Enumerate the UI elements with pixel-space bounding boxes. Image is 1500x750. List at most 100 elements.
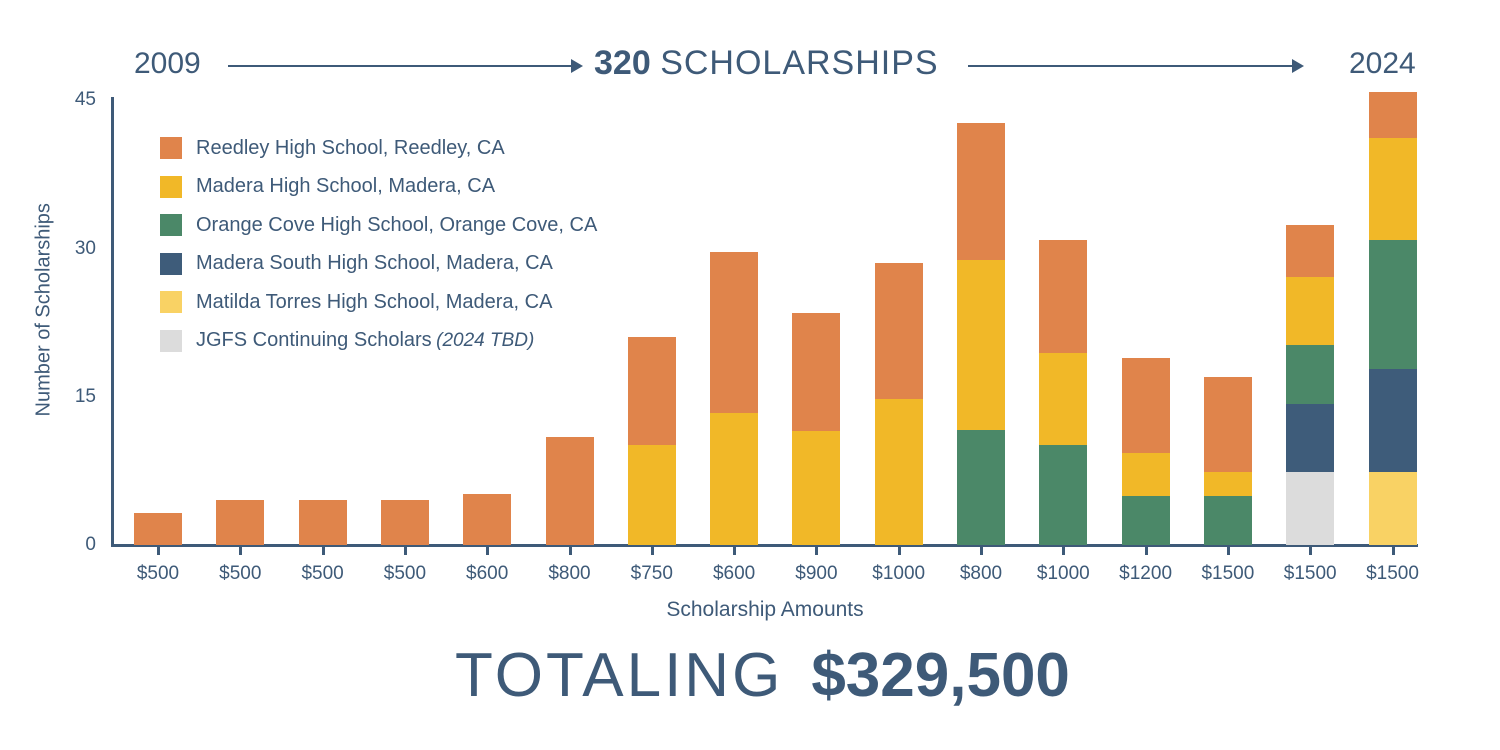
x-tick-label: $800: [548, 563, 591, 584]
stacked-bar: [216, 499, 265, 545]
bar-segment: [1039, 240, 1088, 354]
bar-segment: [627, 337, 676, 446]
x-tick: [733, 547, 737, 555]
x-tick: [1226, 547, 1230, 555]
y-tick-15: 15: [74, 386, 96, 407]
x-tick-label: $800: [959, 563, 1003, 584]
x-tick-label: $1500: [1201, 563, 1255, 584]
y-tick-0: 0: [85, 534, 96, 555]
stacked-bar: [710, 252, 759, 545]
y-axis-title: Number of Scholarships: [32, 203, 55, 417]
bar-segment: [1203, 376, 1252, 472]
x-tick: [1309, 547, 1313, 555]
legend-swatch: [160, 291, 182, 314]
x-tick: [239, 547, 243, 555]
stacked-bar: [545, 437, 594, 545]
stacked-bar: [1368, 92, 1417, 545]
legend-item-matilda-torres: Matilda Torres High School, Madera, CA: [160, 283, 597, 322]
stacked-bar: [1039, 240, 1088, 545]
bar-segment: [1286, 345, 1335, 404]
bar-segment: [627, 445, 676, 545]
x-tick-label: $1500: [1366, 563, 1419, 584]
bar-segment: [1286, 403, 1335, 472]
y-tick-30: 30: [74, 238, 96, 259]
bar-segment: [792, 312, 841, 432]
x-tick-label: $500: [383, 563, 427, 584]
bar-segment: [1368, 240, 1417, 369]
bar-segment: [874, 263, 923, 399]
stacked-bar: [1203, 376, 1252, 545]
legend-swatch: [160, 329, 182, 352]
scholarship-count-label: SCHOLARSHIPS: [660, 44, 939, 82]
legend-item-reedley: Reedley High School, Reedley, CA: [160, 129, 597, 168]
bar-segment: [957, 260, 1005, 431]
x-tick-label: $500: [136, 563, 180, 584]
x-tick: [157, 547, 160, 555]
scholarship-count-headline: 320 SCHOLARSHIPS: [594, 44, 939, 83]
x-tick-label: $1200: [1119, 563, 1173, 584]
legend-swatch: [160, 137, 182, 160]
bar-segment: [380, 499, 429, 545]
legend-note: (2024 TBD): [436, 329, 535, 351]
legend-swatch: [160, 214, 182, 237]
x-tick-label: $500: [219, 563, 262, 584]
scholarship-count: 320: [594, 44, 651, 82]
bar-segment: [1368, 368, 1417, 472]
total-amount: $329,500: [811, 641, 1070, 710]
bar-segment: [1286, 471, 1335, 545]
bar-segment: [1286, 224, 1335, 278]
bar-segment: [1368, 92, 1417, 138]
x-tick-label: $900: [795, 563, 838, 584]
bar-segment: [545, 437, 594, 545]
bar-segment: [957, 122, 1005, 261]
bar-segment: [463, 493, 512, 545]
timeline-arrow-left: [228, 65, 573, 67]
legend-item-madera-south: Madera South High School, Madera, CA: [160, 245, 597, 284]
arrowhead-icon: [571, 59, 583, 73]
stacked-bar: [463, 493, 512, 545]
stacked-bar: [792, 312, 841, 545]
bar-segment: [1121, 358, 1170, 454]
x-tick-label: $1000: [872, 563, 926, 584]
y-tick-45: 45: [74, 89, 96, 110]
x-tick: [568, 547, 572, 555]
bar-segment: [298, 499, 347, 545]
stacked-bar: [957, 122, 1005, 545]
bar-segment: [710, 412, 759, 545]
x-tick: [486, 547, 490, 555]
x-tick: [815, 547, 819, 555]
end-year-label: 2024: [1349, 47, 1416, 80]
x-tick: [897, 547, 901, 555]
x-tick: [321, 547, 325, 555]
x-tick: [980, 547, 983, 555]
stacked-bar: [298, 499, 347, 545]
x-tick-label: $600: [466, 563, 509, 584]
bar-segment: [1368, 137, 1417, 241]
x-tick: [1144, 547, 1148, 555]
timeline-arrow-right: [968, 65, 1295, 67]
x-tick-label: $1000: [1036, 563, 1090, 584]
arrowhead-icon: [1292, 59, 1304, 73]
x-tick: [403, 547, 407, 555]
x-axis-title: Scholarship Amounts: [666, 598, 864, 621]
legend-swatch: [160, 175, 182, 198]
bar-segment: [1286, 277, 1335, 346]
stacked-bar: [134, 513, 182, 545]
stacked-bar: [627, 337, 676, 545]
legend-item-orange-cove: Orange Cove High School, Orange Cove, CA: [160, 206, 597, 245]
stacked-bar: [1286, 224, 1335, 545]
bar-segment: [957, 430, 1005, 545]
x-tick: [650, 547, 654, 555]
bar-segment: [1121, 495, 1170, 545]
stacked-bar: [380, 499, 429, 545]
stacked-bar: [1121, 358, 1170, 545]
bar-segment: [1203, 495, 1252, 545]
chart-legend: Reedley High School, Reedley, CA Madera …: [160, 129, 597, 360]
y-axis: [111, 97, 114, 547]
x-tick: [1062, 547, 1066, 555]
bar-segment: [1203, 471, 1252, 496]
bar-segment: [710, 252, 759, 413]
bar-segment: [1121, 453, 1170, 496]
x-tick-label: $600: [712, 563, 756, 584]
legend-item-continuing-scholars: JGFS Continuing Scholars (2024 TBD): [160, 322, 597, 361]
